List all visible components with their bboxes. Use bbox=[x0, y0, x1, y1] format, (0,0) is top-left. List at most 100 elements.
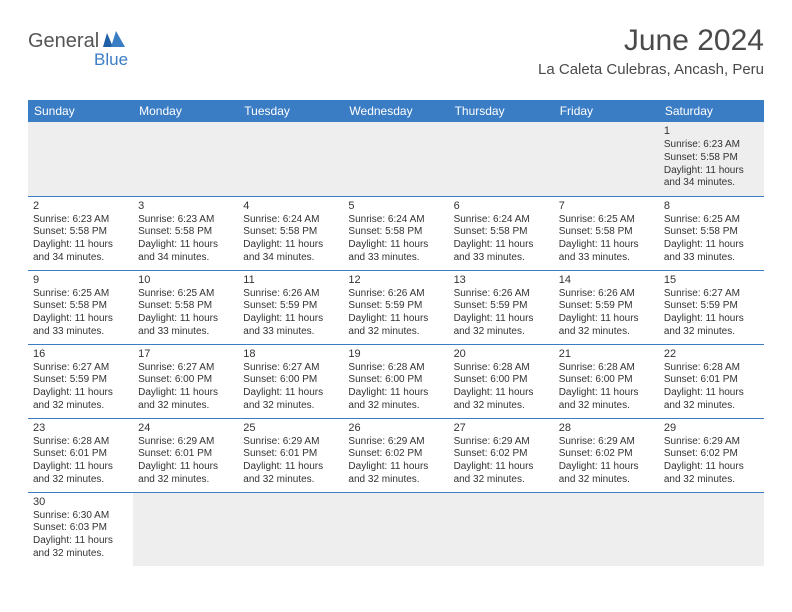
weekday-header-cell: Saturday bbox=[659, 100, 764, 122]
sunrise-line: Sunrise: 6:28 AM bbox=[33, 436, 128, 449]
sunset-line: Sunset: 5:58 PM bbox=[138, 300, 233, 313]
daylight-line: Daylight: 11 hours and 32 minutes. bbox=[348, 313, 443, 339]
day-number: 14 bbox=[559, 273, 654, 287]
daylight-line: Daylight: 11 hours and 33 minutes. bbox=[243, 313, 338, 339]
calendar-cell: 16Sunrise: 6:27 AMSunset: 5:59 PMDayligh… bbox=[28, 344, 133, 418]
daylight-line: Daylight: 11 hours and 32 minutes. bbox=[33, 387, 128, 413]
daylight-line: Daylight: 11 hours and 34 minutes. bbox=[664, 165, 759, 191]
sunrise-line: Sunrise: 6:23 AM bbox=[138, 214, 233, 227]
sunrise-line: Sunrise: 6:29 AM bbox=[664, 436, 759, 449]
calendar-cell: 11Sunrise: 6:26 AMSunset: 5:59 PMDayligh… bbox=[238, 270, 343, 344]
calendar-cell: 17Sunrise: 6:27 AMSunset: 6:00 PMDayligh… bbox=[133, 344, 238, 418]
sunrise-line: Sunrise: 6:30 AM bbox=[33, 510, 128, 523]
day-number: 23 bbox=[33, 421, 128, 435]
calendar-cell: 8Sunrise: 6:25 AMSunset: 5:58 PMDaylight… bbox=[659, 196, 764, 270]
weekday-header-cell: Monday bbox=[133, 100, 238, 122]
day-number: 13 bbox=[454, 273, 549, 287]
calendar-cell: 25Sunrise: 6:29 AMSunset: 6:01 PMDayligh… bbox=[238, 418, 343, 492]
calendar-cell: 12Sunrise: 6:26 AMSunset: 5:59 PMDayligh… bbox=[343, 270, 448, 344]
calendar-cell: 18Sunrise: 6:27 AMSunset: 6:00 PMDayligh… bbox=[238, 344, 343, 418]
daylight-line: Daylight: 11 hours and 32 minutes. bbox=[559, 387, 654, 413]
calendar-cell: 23Sunrise: 6:28 AMSunset: 6:01 PMDayligh… bbox=[28, 418, 133, 492]
calendar-cell: 15Sunrise: 6:27 AMSunset: 5:59 PMDayligh… bbox=[659, 270, 764, 344]
sunrise-line: Sunrise: 6:28 AM bbox=[664, 362, 759, 375]
sunrise-line: Sunrise: 6:24 AM bbox=[454, 214, 549, 227]
sunset-line: Sunset: 6:00 PM bbox=[138, 374, 233, 387]
day-number: 1 bbox=[664, 124, 759, 138]
day-number: 20 bbox=[454, 347, 549, 361]
day-number: 4 bbox=[243, 199, 338, 213]
sunset-line: Sunset: 5:58 PM bbox=[559, 226, 654, 239]
sunrise-line: Sunrise: 6:29 AM bbox=[348, 436, 443, 449]
calendar-cell: 21Sunrise: 6:28 AMSunset: 6:00 PMDayligh… bbox=[554, 344, 659, 418]
daylight-line: Daylight: 11 hours and 32 minutes. bbox=[138, 461, 233, 487]
day-number: 6 bbox=[454, 199, 549, 213]
calendar-cell bbox=[343, 492, 448, 566]
daylight-line: Daylight: 11 hours and 32 minutes. bbox=[243, 461, 338, 487]
day-number: 25 bbox=[243, 421, 338, 435]
calendar-body: 1Sunrise: 6:23 AMSunset: 5:58 PMDaylight… bbox=[28, 122, 764, 566]
day-number: 2 bbox=[33, 199, 128, 213]
calendar-row: 1Sunrise: 6:23 AMSunset: 5:58 PMDaylight… bbox=[28, 122, 764, 196]
day-number: 12 bbox=[348, 273, 443, 287]
daylight-line: Daylight: 11 hours and 32 minutes. bbox=[664, 313, 759, 339]
daylight-line: Daylight: 11 hours and 32 minutes. bbox=[664, 387, 759, 413]
sunset-line: Sunset: 5:58 PM bbox=[348, 226, 443, 239]
calendar-page: General Blue June 2024 La Caleta Culebra… bbox=[0, 0, 792, 582]
weekday-header-cell: Tuesday bbox=[238, 100, 343, 122]
day-number: 26 bbox=[348, 421, 443, 435]
sunset-line: Sunset: 6:02 PM bbox=[664, 448, 759, 461]
sunset-line: Sunset: 6:00 PM bbox=[348, 374, 443, 387]
calendar-cell: 5Sunrise: 6:24 AMSunset: 5:58 PMDaylight… bbox=[343, 196, 448, 270]
calendar-cell: 10Sunrise: 6:25 AMSunset: 5:58 PMDayligh… bbox=[133, 270, 238, 344]
sunrise-line: Sunrise: 6:24 AM bbox=[348, 214, 443, 227]
sunrise-line: Sunrise: 6:25 AM bbox=[33, 288, 128, 301]
calendar-cell bbox=[238, 492, 343, 566]
daylight-line: Daylight: 11 hours and 32 minutes. bbox=[454, 387, 549, 413]
sunset-line: Sunset: 5:58 PM bbox=[243, 226, 338, 239]
sunset-line: Sunset: 5:59 PM bbox=[33, 374, 128, 387]
calendar-table: SundayMondayTuesdayWednesdayThursdayFrid… bbox=[28, 100, 764, 566]
calendar-row: 30Sunrise: 6:30 AMSunset: 6:03 PMDayligh… bbox=[28, 492, 764, 566]
sunrise-line: Sunrise: 6:25 AM bbox=[138, 288, 233, 301]
weekday-header-cell: Wednesday bbox=[343, 100, 448, 122]
sunrise-line: Sunrise: 6:27 AM bbox=[664, 288, 759, 301]
sunset-line: Sunset: 5:59 PM bbox=[454, 300, 549, 313]
sunrise-line: Sunrise: 6:23 AM bbox=[664, 139, 759, 152]
calendar-cell: 26Sunrise: 6:29 AMSunset: 6:02 PMDayligh… bbox=[343, 418, 448, 492]
daylight-line: Daylight: 11 hours and 32 minutes. bbox=[454, 461, 549, 487]
calendar-cell: 29Sunrise: 6:29 AMSunset: 6:02 PMDayligh… bbox=[659, 418, 764, 492]
sunset-line: Sunset: 5:58 PM bbox=[454, 226, 549, 239]
day-number: 15 bbox=[664, 273, 759, 287]
day-number: 24 bbox=[138, 421, 233, 435]
daylight-line: Daylight: 11 hours and 34 minutes. bbox=[243, 239, 338, 265]
sunrise-line: Sunrise: 6:29 AM bbox=[454, 436, 549, 449]
sunrise-line: Sunrise: 6:26 AM bbox=[454, 288, 549, 301]
daylight-line: Daylight: 11 hours and 32 minutes. bbox=[559, 313, 654, 339]
sunset-line: Sunset: 5:58 PM bbox=[664, 226, 759, 239]
sunrise-line: Sunrise: 6:27 AM bbox=[138, 362, 233, 375]
sunrise-line: Sunrise: 6:28 AM bbox=[559, 362, 654, 375]
daylight-line: Daylight: 11 hours and 32 minutes. bbox=[664, 461, 759, 487]
calendar-cell: 13Sunrise: 6:26 AMSunset: 5:59 PMDayligh… bbox=[449, 270, 554, 344]
sunrise-line: Sunrise: 6:26 AM bbox=[348, 288, 443, 301]
sunset-line: Sunset: 6:02 PM bbox=[559, 448, 654, 461]
daylight-line: Daylight: 11 hours and 33 minutes. bbox=[138, 313, 233, 339]
sunset-line: Sunset: 5:58 PM bbox=[664, 152, 759, 165]
daylight-line: Daylight: 11 hours and 33 minutes. bbox=[454, 239, 549, 265]
calendar-cell bbox=[449, 122, 554, 196]
day-number: 27 bbox=[454, 421, 549, 435]
sunset-line: Sunset: 6:00 PM bbox=[559, 374, 654, 387]
day-number: 30 bbox=[33, 495, 128, 509]
day-number: 11 bbox=[243, 273, 338, 287]
calendar-cell: 22Sunrise: 6:28 AMSunset: 6:01 PMDayligh… bbox=[659, 344, 764, 418]
daylight-line: Daylight: 11 hours and 34 minutes. bbox=[138, 239, 233, 265]
title-block: June 2024 La Caleta Culebras, Ancash, Pe… bbox=[28, 24, 764, 78]
daylight-line: Daylight: 11 hours and 32 minutes. bbox=[348, 461, 443, 487]
calendar-cell: 20Sunrise: 6:28 AMSunset: 6:00 PMDayligh… bbox=[449, 344, 554, 418]
calendar-cell: 24Sunrise: 6:29 AMSunset: 6:01 PMDayligh… bbox=[133, 418, 238, 492]
calendar-cell bbox=[449, 492, 554, 566]
calendar-cell: 9Sunrise: 6:25 AMSunset: 5:58 PMDaylight… bbox=[28, 270, 133, 344]
calendar-cell: 3Sunrise: 6:23 AMSunset: 5:58 PMDaylight… bbox=[133, 196, 238, 270]
daylight-line: Daylight: 11 hours and 32 minutes. bbox=[33, 461, 128, 487]
